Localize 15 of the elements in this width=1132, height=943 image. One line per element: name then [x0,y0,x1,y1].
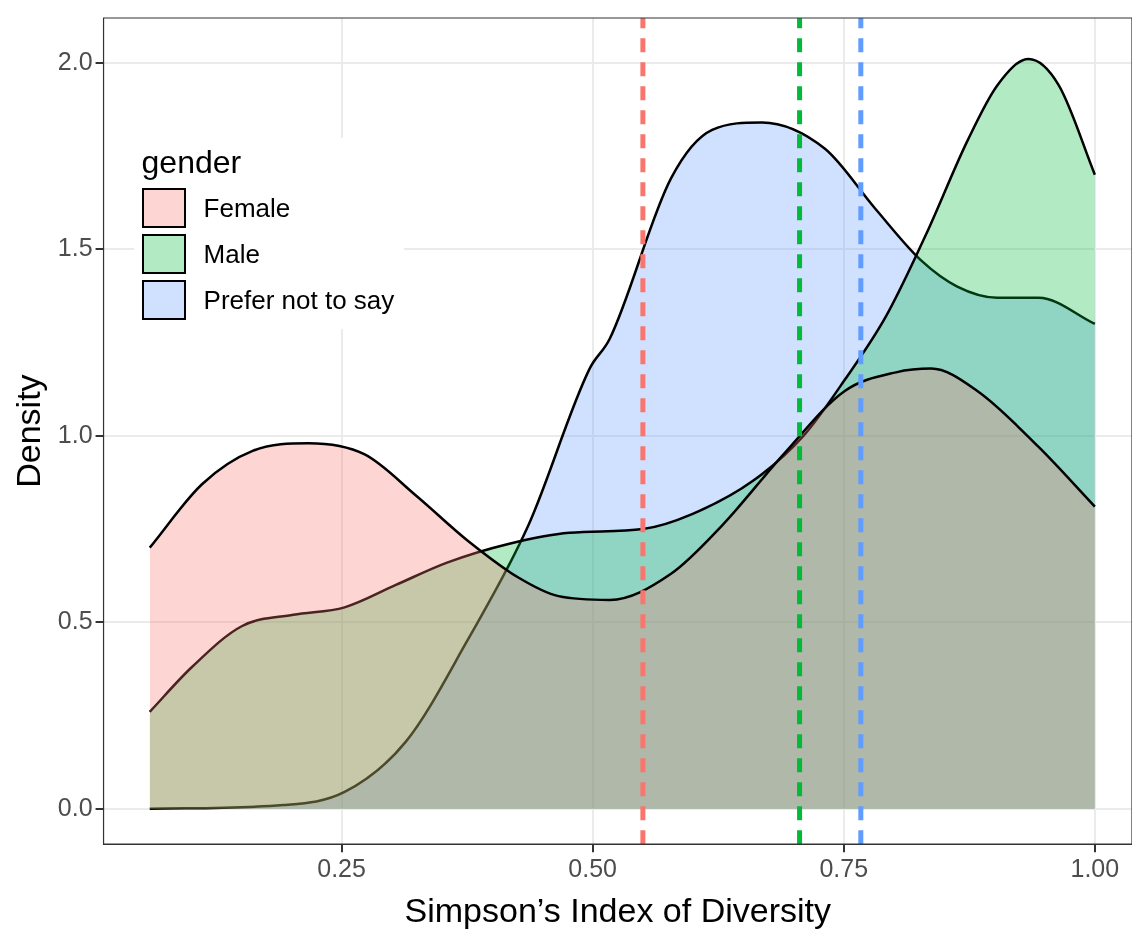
y-tick-label: 0.0 [57,792,93,821]
x-tick-label: 0.25 [317,854,366,883]
x-tick-label: 1.00 [1070,854,1120,883]
legend-label: Male [203,238,260,270]
y-axis-title: Density [8,374,47,488]
y-tick-label: 1.5 [57,233,93,262]
x-tick-label: 0.50 [568,854,617,883]
legend-label: Female [203,192,291,224]
legend-label: Prefer not to say [203,284,395,316]
y-tick-label: 1.0 [57,419,93,448]
x-tick-label: 0.75 [819,854,869,883]
y-tick-label: 0.5 [57,606,93,635]
legend-title: gender [141,144,243,181]
y-tick-label: 2.0 [57,46,93,75]
x-axis-title: Simpson’s Index of Diversity [404,890,831,929]
